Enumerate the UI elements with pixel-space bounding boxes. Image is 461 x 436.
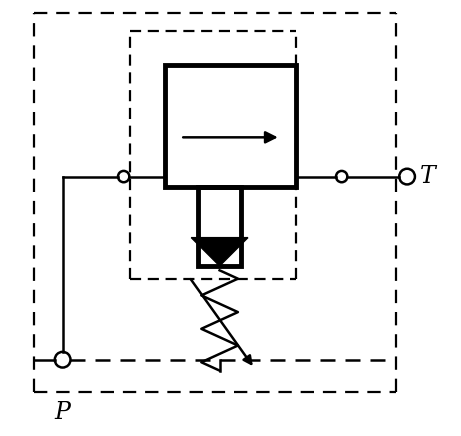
Text: P: P (55, 401, 71, 423)
Polygon shape (191, 238, 248, 266)
Text: T: T (420, 165, 436, 188)
